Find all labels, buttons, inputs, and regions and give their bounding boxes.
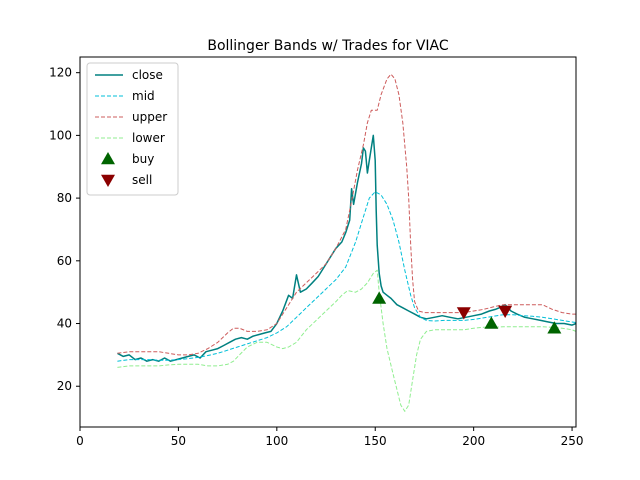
- y-tick-label: 60: [57, 254, 72, 268]
- buy-marker: [547, 321, 562, 334]
- axis-ticks: 0 50 100 150 200 250 20 40 60 80 100 120: [49, 66, 583, 448]
- series-mid-line: [117, 191, 577, 362]
- buy-marker: [372, 291, 387, 304]
- series-upper-line: [117, 73, 576, 356]
- legend-label-close: close: [132, 68, 163, 82]
- x-tick-label: 250: [561, 434, 584, 448]
- x-tick-label: 150: [364, 434, 387, 448]
- sell-marker: [456, 307, 471, 320]
- legend-label-buy: buy: [132, 152, 154, 166]
- legend-label-sell: sell: [132, 173, 152, 187]
- y-tick-label: 80: [57, 191, 72, 205]
- chart-title: Bollinger Bands w/ Trades for VIAC: [207, 38, 449, 54]
- y-tick-label: 20: [57, 379, 72, 393]
- legend-label-upper: upper: [132, 110, 167, 124]
- legend-label-lower: lower: [132, 131, 165, 145]
- legend-swatch-sell: [101, 174, 115, 187]
- plot-series: [117, 73, 577, 412]
- legend-label-mid: mid: [132, 89, 155, 103]
- y-tick-label: 40: [57, 317, 72, 331]
- y-tick-label: 100: [49, 128, 72, 142]
- plot-frame: [79, 56, 577, 428]
- buy-marker: [484, 316, 499, 329]
- series-lower-line: [117, 269, 577, 412]
- sell-marker: [498, 305, 513, 318]
- series-close-line: [117, 134, 577, 362]
- x-tick-label: 0: [76, 434, 84, 448]
- plot-markers: [372, 291, 562, 334]
- y-tick-label: 120: [49, 66, 72, 80]
- legend: close mid upper lower buy sell: [86, 62, 179, 196]
- x-tick-label: 100: [265, 434, 288, 448]
- x-tick-label: 200: [462, 434, 485, 448]
- legend-swatch-buy: [101, 152, 115, 165]
- x-tick-label: 50: [171, 434, 186, 448]
